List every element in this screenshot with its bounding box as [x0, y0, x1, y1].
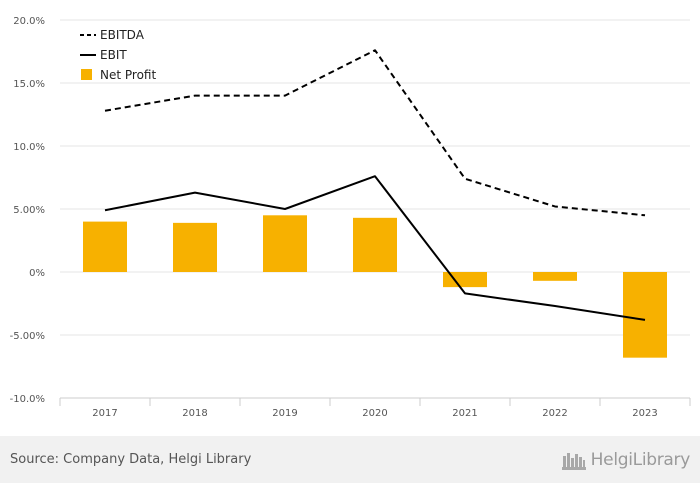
x-axis: 2017 2018 2019 2020 2021 2022 2023 [59, 397, 691, 419]
x-tick-label: 2019 [272, 408, 297, 419]
legend-label-ebitda: EBITDA [100, 28, 145, 42]
y-tick-label: 5.00% [13, 205, 45, 216]
legend-item-net-profit[interactable]: Net Profit [81, 68, 156, 82]
y-tick-label: 10.0% [13, 142, 45, 153]
x-tick-label: 2020 [362, 408, 387, 419]
y-tick-label: 15.0% [13, 79, 45, 90]
y-tick-label: 0% [29, 268, 45, 279]
x-tick-label: 2023 [632, 408, 657, 419]
legend-label-ebit: EBIT [100, 48, 127, 62]
net-profit-bar [173, 222, 217, 272]
y-tick-label: -10.0% [10, 394, 45, 405]
brand-logo[interactable]: HelgiLibrary [561, 448, 690, 472]
ebitda-line [104, 49, 646, 217]
net-profit-bar [353, 217, 397, 272]
source-note: Source: Company Data, Helgi Library [10, 452, 252, 467]
net-profit-bars [83, 215, 667, 358]
x-tick-label: 2018 [182, 408, 207, 419]
y-tick-label: -5.00% [10, 331, 45, 342]
y-axis: -10.0% -5.00% 0% 5.00% 10.0% 15.0% 20.0% [10, 16, 45, 405]
net-profit-bar [623, 272, 667, 358]
y-tick-label: 20.0% [13, 16, 45, 27]
x-tick-label: 2022 [542, 408, 567, 419]
legend-label-net-profit: Net Profit [100, 68, 156, 82]
legend: EBITDA EBIT Net Profit [80, 28, 156, 82]
series-lines [104, 49, 646, 321]
brand-name: HelgiLibrary [590, 450, 691, 470]
net-profit-bar [443, 272, 487, 288]
net-profit-bar [533, 272, 577, 281]
net-profit-bar [263, 215, 307, 272]
net-profit-bar [83, 221, 127, 272]
ebit-line [104, 175, 646, 321]
x-tick-label: 2017 [92, 408, 117, 419]
net-profit-legend-swatch [81, 69, 92, 80]
library-icon [561, 453, 586, 470]
footer: Source: Company Data, Helgi Library Helg… [0, 436, 700, 483]
chart-area: -10.0%-5.00%0%5.00%10.0%15.0%20.0% 2017 2… [10, 16, 691, 419]
x-tick-label: 2021 [452, 408, 477, 419]
legend-item-ebitda[interactable]: EBITDA [80, 28, 145, 42]
legend-item-ebit[interactable]: EBIT [80, 48, 127, 62]
